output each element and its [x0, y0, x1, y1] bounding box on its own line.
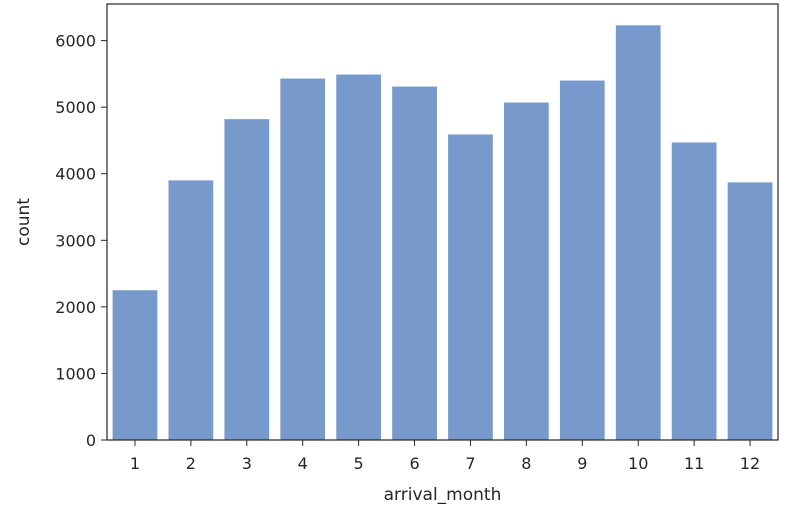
x-tick-label: 7	[465, 454, 475, 473]
bar-month-8	[504, 102, 549, 441]
x-axis-ticks: 1 2 3 4 5 6 7 8 9 10 11 12	[130, 440, 760, 473]
y-tick-label: 5000	[55, 98, 96, 117]
x-axis-label: arrival_month	[384, 485, 502, 505]
bar-month-5	[336, 74, 381, 440]
plot-frame	[106, 3, 779, 441]
y-axis-ticks: 0 1000 2000 3000 4000 5000 6000	[55, 32, 107, 450]
bar-month-3	[224, 119, 270, 440]
bar-month-7	[448, 134, 493, 441]
bar-month-9	[559, 80, 605, 440]
y-axis-label: count	[14, 198, 34, 246]
x-tick-label: 4	[298, 454, 308, 473]
y-tick-label: 6000	[55, 32, 96, 51]
bar-month-4	[280, 78, 326, 440]
bar-month-10	[615, 25, 661, 441]
x-tick-label: 1	[130, 454, 140, 473]
bar-month-2	[168, 180, 214, 440]
x-tick-label: 8	[521, 454, 531, 473]
bar-month-11	[671, 142, 717, 440]
y-tick-label: 1000	[55, 364, 96, 383]
x-tick-label: 3	[242, 454, 252, 473]
bars-group	[112, 25, 773, 441]
x-tick-label: 9	[577, 454, 587, 473]
x-tick-label: 10	[628, 454, 648, 473]
y-tick-label: 0	[86, 431, 96, 450]
x-tick-label: 6	[409, 454, 419, 473]
x-tick-label: 5	[354, 454, 364, 473]
y-tick-label: 2000	[55, 298, 96, 317]
x-tick-label: 11	[684, 454, 704, 473]
bar-month-1	[112, 290, 158, 440]
y-tick-label: 3000	[55, 231, 96, 250]
x-tick-label: 2	[186, 454, 196, 473]
y-tick-label: 4000	[55, 165, 96, 184]
bar-month-12	[727, 182, 773, 440]
bar-month-6	[392, 86, 437, 440]
x-tick-label: 12	[740, 454, 760, 473]
